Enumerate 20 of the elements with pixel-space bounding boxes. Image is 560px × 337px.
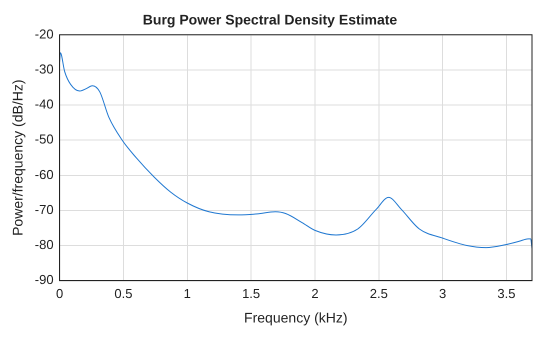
x-tick-label: 0 xyxy=(56,286,64,301)
y-tick-label: -30 xyxy=(34,61,54,76)
line-series xyxy=(60,52,532,250)
y-tick-label: -90 xyxy=(34,272,54,288)
x-tick-label: 0.5 xyxy=(114,286,132,301)
x-tick-label: 3 xyxy=(439,286,446,301)
y-tick-label: -40 xyxy=(34,96,54,112)
chart-title: Burg Power Spectral Density Estimate xyxy=(142,11,398,28)
y-tick-label: -70 xyxy=(34,202,54,217)
y-tick-label: -80 xyxy=(34,237,54,252)
y-axis-title: Power/frequency (dB/Hz) xyxy=(9,79,26,236)
x-tick-label: 2.5 xyxy=(370,286,388,301)
x-axis-title: Frequency (kHz) xyxy=(244,309,348,326)
x-tick-label: 2 xyxy=(311,286,319,301)
y-tick-label: -50 xyxy=(34,132,54,147)
x-tick-label: 1.5 xyxy=(242,286,260,301)
x-tick-label: 1 xyxy=(184,286,191,301)
y-tick-label: -20 xyxy=(34,26,54,42)
y-tick-label: -60 xyxy=(34,166,54,182)
x-tick-label: 3.5 xyxy=(497,286,516,301)
